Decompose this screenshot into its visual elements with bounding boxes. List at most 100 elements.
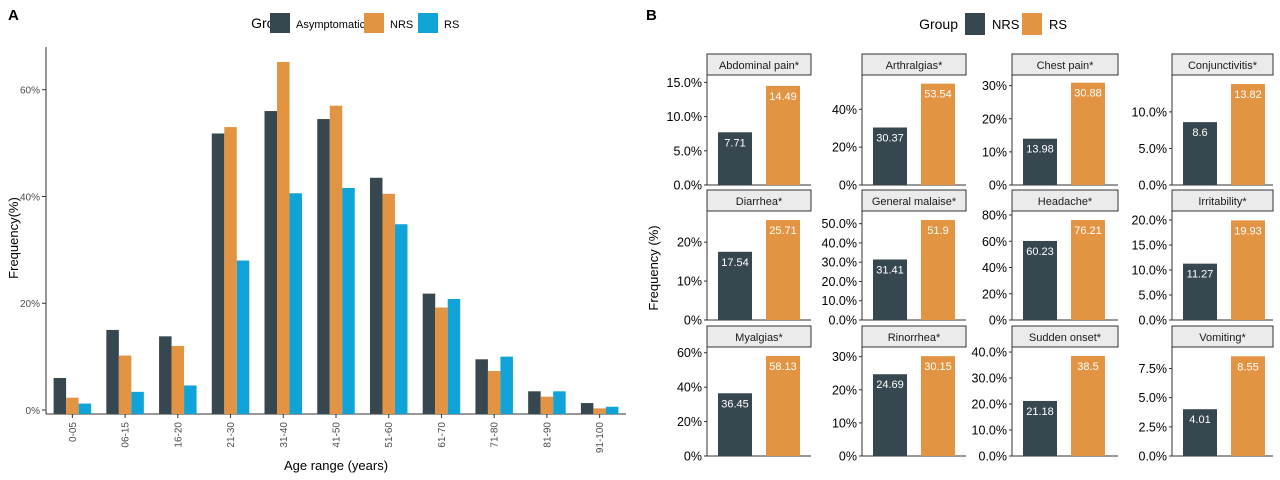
facet-general-malaise: General malaise* 0.0% 10.0% 20.0% 30.0% 40.0%… — [822, 189, 967, 328]
facet-y-tick-label: 2.5% — [1139, 420, 1168, 434]
facet-y-tick-label: 40% — [677, 381, 702, 395]
facet-y-tick-label: 30.0% — [822, 256, 857, 270]
panel-b-y-axis-title: Frequency (%) — [646, 225, 661, 310]
facet-y-tick-label: 80% — [982, 209, 1007, 223]
bar-asymptomatic-61-70 — [422, 293, 436, 414]
facet-y-tick-label: 20.0% — [972, 398, 1007, 412]
panel-a-x-tick-label: 31-40 — [279, 422, 290, 448]
facet-y-tick-label: 0% — [684, 314, 702, 328]
bar-data-label: 60.23 — [1026, 246, 1054, 258]
panel-a-x-tick-label: 21-30 — [226, 422, 237, 448]
facet-y-tick-label: 10.0% — [822, 294, 857, 308]
bar-rs — [1071, 355, 1105, 456]
bar-asymptomatic-16-20 — [159, 336, 172, 414]
bar-rs — [1231, 220, 1265, 320]
bar-rs — [766, 85, 800, 185]
bar-nrs-61-70 — [435, 307, 448, 414]
bar-nrs — [1183, 409, 1217, 456]
facet-y-tick-label: 0% — [989, 179, 1007, 193]
facet-title: Diarrhea* — [736, 196, 783, 208]
bar-rs — [921, 83, 955, 185]
bar-rs — [1071, 219, 1105, 320]
panel-a-x-axis-title: Age range (years) — [284, 458, 388, 473]
bar-data-label: 8.55 — [1237, 361, 1258, 373]
facet-title: Vomiting* — [1199, 332, 1246, 344]
facet-strip — [1171, 325, 1274, 348]
bar-rs — [921, 356, 955, 456]
bar-asymptomatic-21-30 — [211, 133, 225, 414]
facet-y-tick-label: 10% — [677, 275, 702, 289]
bar-nrs — [873, 259, 907, 320]
facet-strip — [1011, 325, 1119, 348]
bar-data-label: 36.45 — [721, 398, 749, 410]
bar-nrs-81-90 — [540, 396, 554, 414]
bar-nrs-51-60 — [382, 193, 395, 414]
facet-y-tick-label: 60% — [677, 346, 702, 360]
panel-a-y-axis-title: Frequency(%) — [6, 197, 21, 279]
bar-data-label: 4.01 — [1189, 414, 1210, 426]
facet-y-tick-label: 0% — [839, 450, 857, 464]
bar-nrs-71-80 — [487, 371, 501, 414]
facet-y-tick-label: 40.0% — [972, 346, 1007, 360]
bar-rs-06-15 — [131, 391, 144, 414]
bar-rs-41-50 — [342, 187, 355, 414]
facet-y-tick-label: 20.0% — [822, 275, 857, 289]
bar-data-label: 11.27 — [1187, 269, 1214, 281]
facet-y-tick-label: 10% — [832, 416, 857, 430]
panel-a-y-tick-label: 20% — [20, 299, 40, 310]
bar-data-label: 51.9 — [927, 225, 948, 237]
facet-y-tick-label: 10.0% — [972, 424, 1007, 438]
legend-swatch-nrs — [364, 13, 384, 33]
facet-title: Abdominal pain* — [719, 60, 800, 72]
bar-data-label: 24.69 — [876, 379, 904, 391]
facet-y-tick-label: 5.0% — [1139, 142, 1168, 156]
facet-y-tick-label: 20% — [832, 383, 857, 397]
panel-b-label: B — [646, 7, 657, 24]
facet-arthralgias: Arthralgias* 0% 20% 40% 30.37 53.54 — [832, 53, 967, 193]
facet-y-tick-label: 0.0% — [674, 179, 703, 193]
facet-y-tick-label: 5.0% — [1139, 289, 1168, 303]
facet-strip — [1011, 53, 1119, 76]
facet-diarrhea: Diarrhea* 0% 10% 20% 17.54 25.71 — [677, 189, 812, 328]
bar-data-label: 53.54 — [924, 89, 952, 101]
legend-b-swatch-rs — [1022, 13, 1042, 35]
panel-a-label: A — [8, 7, 19, 24]
bar-rs-71-80 — [500, 356, 513, 414]
facet-title: Rinorrhea* — [888, 332, 941, 344]
facet-y-tick-label: 15.0% — [667, 76, 702, 90]
panel-a-x-tick-label: 0-05 — [68, 422, 79, 442]
bar-nrs-0-05 — [66, 397, 79, 414]
bar-rs-21-30 — [236, 260, 250, 414]
bar-nrs — [718, 393, 752, 456]
bar-nrs — [873, 374, 907, 456]
facet-y-tick-label: 0.0% — [1139, 179, 1168, 193]
bar-asymptomatic-06-15 — [106, 329, 119, 414]
facet-y-tick-label: 40% — [982, 261, 1007, 275]
facet-strip — [1011, 189, 1119, 212]
panel-b-legend: NRS RS — [965, 13, 1067, 35]
bar-nrs-31-40 — [277, 61, 290, 415]
facet-y-tick-label: 20% — [982, 112, 1007, 126]
facet-y-tick-label: 0.0% — [1139, 450, 1168, 464]
bar-data-label: 30.15 — [924, 361, 952, 373]
bar-nrs — [718, 251, 752, 320]
facet-y-tick-label: 0% — [989, 314, 1007, 328]
facet-y-tick-label: 40.0% — [822, 236, 857, 250]
bar-data-label: 8.6 — [1192, 127, 1207, 139]
bar-rs-91-100 — [605, 406, 619, 414]
facet-vomiting: Vomiting* 0.0% 2.5% 5.0% 7.5% 4.01 8.55 — [1139, 325, 1274, 464]
panel-a-x-tick-label: 51-60 — [384, 422, 395, 448]
panel-a-y-tick-label: 0% — [26, 406, 41, 417]
facet-title: Headache* — [1038, 196, 1093, 208]
facet-conjunctivitis: Conjunctivitis* 0.0% 5.0% 10.0% 8.6 13.82 — [1132, 53, 1274, 193]
facet-y-tick-label: 5.0% — [674, 144, 703, 158]
bar-data-label: 7.71 — [724, 137, 745, 149]
facet-title: Irritability* — [1198, 196, 1247, 208]
bar-nrs — [1023, 138, 1057, 185]
bar-asymptomatic-71-80 — [475, 359, 488, 414]
bar-rs-16-20 — [184, 385, 197, 414]
facet-y-tick-label: 0.0% — [1139, 314, 1168, 328]
bar-data-label: 19.93 — [1234, 225, 1262, 237]
facet-sudden-onset: Sudden onset* 0.0% 10.0% 20.0% 30.0% 40.0% 21.… — [972, 325, 1119, 464]
legend-b-label-rs: RS — [1049, 17, 1067, 32]
